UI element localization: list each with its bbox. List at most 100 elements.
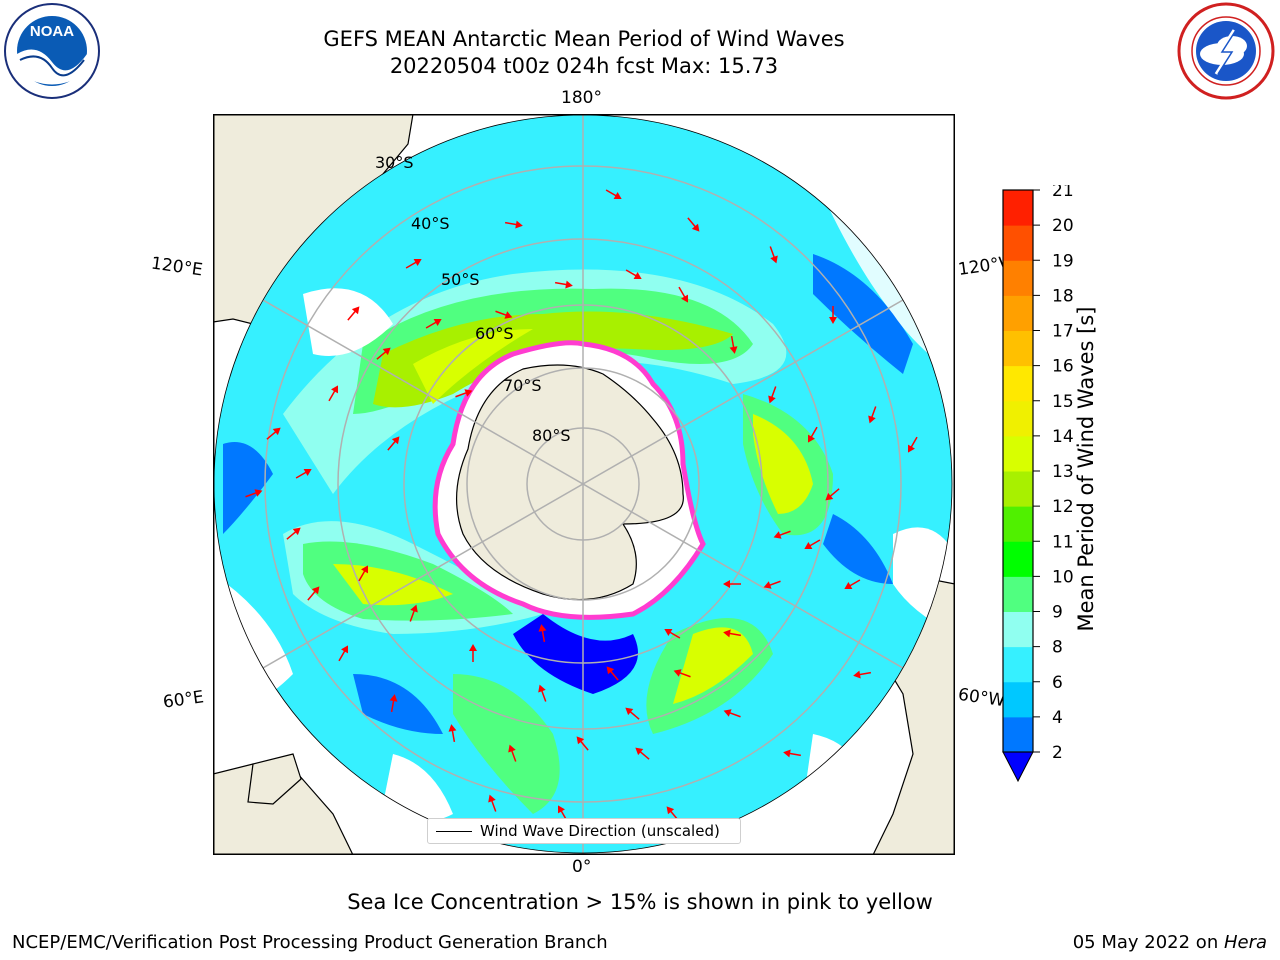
wave-direction-arrow bbox=[606, 666, 619, 681]
wave-direction-arrow bbox=[266, 427, 281, 440]
wave-direction-arrow bbox=[376, 347, 391, 360]
colorbar-segment bbox=[1003, 506, 1033, 542]
lon-label-120e: 120°E bbox=[149, 253, 204, 281]
wave-direction-arrow bbox=[328, 385, 338, 402]
colorbar-tick-label: 18 bbox=[1052, 286, 1074, 306]
wave-direction-arrow bbox=[538, 624, 547, 643]
colorbar-tick-label: 19 bbox=[1052, 251, 1074, 271]
wave-direction-arrow bbox=[908, 436, 918, 453]
footer-date: 05 May 2022 on Hera bbox=[1073, 932, 1267, 953]
wave-direction-arrow bbox=[783, 749, 802, 758]
colorbar-tick-label: 10 bbox=[1052, 567, 1074, 587]
wave-direction-arrow bbox=[358, 565, 368, 582]
wave-direction-arrow bbox=[409, 604, 418, 622]
nws-logo bbox=[1177, 2, 1275, 100]
wave-direction-arrow bbox=[723, 709, 741, 718]
colorbar-tick-label: 16 bbox=[1052, 357, 1074, 377]
wave-direction-arrow bbox=[729, 335, 738, 354]
lon-label-180: 180° bbox=[561, 88, 602, 108]
wave-direction-arrow bbox=[455, 389, 473, 398]
wave-direction-arrow bbox=[495, 310, 513, 319]
wave-direction-arrow bbox=[829, 306, 837, 324]
map-panel: 30°S 40°S 50°S 60°S 70°S 80°S bbox=[213, 114, 955, 855]
colorbar-segment bbox=[1003, 646, 1033, 683]
wave-direction-arrow bbox=[808, 426, 818, 443]
lat-label-50s: 50°S bbox=[441, 270, 480, 289]
colorbar: 2 4 6 8 9 10 11 12 13 14 15 16 17 18 19 20 21 bbox=[1002, 185, 1074, 783]
wave-direction-arrow bbox=[245, 489, 263, 498]
wave-direction-arrow bbox=[868, 406, 877, 424]
noaa-logo-text: NOAA bbox=[30, 23, 74, 40]
colorbar-tick-label: 11 bbox=[1052, 532, 1074, 552]
colorbar-segment bbox=[1003, 471, 1033, 507]
wave-direction-arrow bbox=[804, 539, 821, 549]
colorbar-tick-label: 15 bbox=[1052, 392, 1074, 412]
colorbar-segment bbox=[1003, 295, 1033, 331]
wave-direction-arrow bbox=[488, 794, 497, 812]
colorbar-segment bbox=[1003, 541, 1033, 577]
wave-direction-arrow bbox=[844, 579, 861, 589]
lat-label-70s: 70°S bbox=[503, 376, 542, 395]
colorbar-label: Mean Period of Wind Waves [s] bbox=[1074, 306, 1098, 632]
lon-label-0: 0° bbox=[572, 857, 592, 877]
footer-date-text: 05 May 2022 on bbox=[1072, 932, 1224, 953]
wave-direction-arrow bbox=[387, 436, 400, 451]
colorbar-tick-label: 2 bbox=[1052, 743, 1063, 763]
wave-direction-arrow bbox=[678, 286, 688, 303]
colorbar-segment bbox=[1003, 716, 1033, 753]
colorbar-segment bbox=[1003, 681, 1033, 718]
madagascar-land bbox=[247, 753, 302, 805]
colorbar-segment bbox=[1003, 225, 1033, 261]
wave-direction-arrow bbox=[554, 280, 573, 289]
colorbar-tick-label: 17 bbox=[1052, 322, 1074, 342]
wave-direction-arrow bbox=[853, 670, 872, 679]
wind-wave-arrows bbox=[245, 189, 918, 822]
lat-label-30s: 30°S bbox=[375, 153, 414, 172]
map-title-line2: 20220504 t00z 024h fcst Max: 15.73 bbox=[389, 54, 779, 78]
wave-direction-arrow bbox=[768, 386, 777, 404]
wave-direction-arrow bbox=[773, 530, 791, 539]
wave-direction-arrow bbox=[673, 669, 691, 678]
wave-direction-arrow bbox=[425, 319, 442, 329]
wave-direction-arrow bbox=[389, 694, 398, 713]
colorbar-segment bbox=[1003, 190, 1033, 226]
antarctica-land bbox=[456, 364, 684, 601]
footer-credit: NCEP/EMC/Verification Post Processing Pr… bbox=[12, 932, 608, 953]
wave-direction-arrow bbox=[508, 744, 517, 762]
colorbar-tick-label: 14 bbox=[1052, 427, 1074, 447]
colorbar-segment bbox=[1003, 365, 1033, 402]
wave-direction-arrow bbox=[625, 707, 640, 720]
colorbar-segment bbox=[1003, 260, 1033, 296]
colorbar-tick-label: 8 bbox=[1052, 638, 1063, 658]
colorbar-segment bbox=[1003, 435, 1033, 472]
wave-direction-arrow bbox=[769, 246, 778, 264]
colorbar-segment bbox=[1003, 400, 1033, 437]
wave-direction-arrow bbox=[625, 269, 642, 279]
wave-direction-arrow bbox=[687, 217, 700, 232]
wave-direction-arrow bbox=[448, 724, 457, 743]
lon-label-60w: 60°W bbox=[956, 684, 1007, 712]
colorbar-tick-label: 6 bbox=[1052, 673, 1063, 693]
wave-direction-arrow bbox=[405, 259, 422, 269]
wave-direction-arrow bbox=[538, 684, 547, 702]
lat-label-60s: 60°S bbox=[475, 324, 514, 343]
noaa-logo: NOAA bbox=[4, 3, 100, 99]
wave-direction-arrow bbox=[504, 220, 523, 229]
map-legend: Wind Wave Direction (unscaled) bbox=[427, 818, 741, 844]
map-title-line1: GEFS MEAN Antarctic Mean Period of Wind … bbox=[323, 27, 845, 51]
wave-direction-arrow bbox=[763, 580, 781, 589]
wave-direction-arrow bbox=[664, 629, 681, 639]
lat-label-40s: 40°S bbox=[411, 214, 450, 233]
lat-label-80s: 80°S bbox=[532, 426, 571, 445]
legend-label: Wind Wave Direction (unscaled) bbox=[480, 822, 720, 840]
wave-direction-arrow bbox=[605, 189, 622, 199]
wave-direction-arrow bbox=[723, 580, 741, 588]
wave-direction-arrow bbox=[576, 736, 589, 751]
colorbar-segment bbox=[1003, 576, 1033, 612]
footer-machine: Hera bbox=[1223, 932, 1267, 953]
wave-direction-arrow bbox=[286, 527, 301, 540]
colorbar-segment bbox=[1003, 611, 1033, 648]
colorbar-tick-label: 21 bbox=[1052, 185, 1074, 201]
colorbar-tick-label: 20 bbox=[1052, 216, 1074, 236]
colorbar-tick-label: 12 bbox=[1052, 497, 1074, 517]
